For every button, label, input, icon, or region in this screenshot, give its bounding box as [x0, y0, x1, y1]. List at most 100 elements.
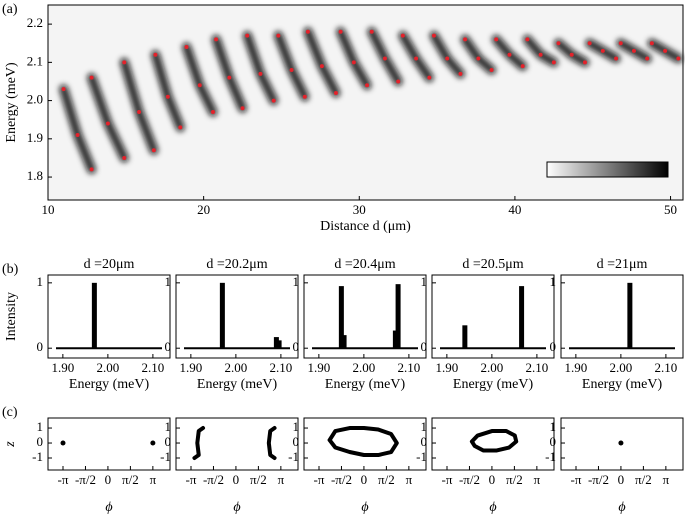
x-tick-label: 2.10 — [526, 360, 549, 375]
peak-point — [614, 56, 619, 61]
peak-point — [676, 56, 681, 61]
peak-point — [458, 71, 463, 76]
peak-point — [178, 125, 183, 130]
peak-point — [184, 45, 189, 50]
panel: -π -π/2 0 π/2 π10-1ϕz(c) — [2, 405, 171, 515]
peak-point — [240, 106, 245, 111]
peak-point — [427, 75, 432, 80]
x-tick-label: π — [663, 472, 670, 487]
plot-frame — [431, 417, 555, 471]
x-tick-label: 1.90 — [179, 360, 202, 375]
peak-point — [289, 68, 294, 72]
panel: 10 20 30 40 50 1.8 1.9 2.0 2.1 2.2 Distance d (μm)… — [2, 2, 684, 234]
bar — [519, 286, 525, 349]
y-tick-label: 0 — [293, 339, 300, 354]
x-tick-label: π — [534, 472, 541, 487]
peak-point — [414, 56, 419, 61]
x-tick-label: 0 — [489, 472, 496, 487]
y-tick-label: 0 — [550, 434, 557, 449]
plot-frame — [47, 4, 684, 201]
x-axis-label: ϕ — [618, 500, 625, 515]
y-tick-label: 1 — [421, 419, 428, 434]
x-tick-label: 1.90 — [307, 360, 330, 375]
peak-point — [338, 29, 343, 34]
y-tick-label: 1.9 — [27, 130, 43, 145]
bar — [273, 337, 279, 349]
point — [60, 440, 66, 446]
x-tick-label: 50 — [664, 202, 677, 217]
trajectory — [192, 426, 206, 461]
panel: -π -π/2 0 π/2 π10-1ϕ — [416, 417, 555, 515]
panel-title: d =20.2μm — [206, 257, 267, 272]
peak-point — [151, 148, 156, 153]
y-axis-label: Energy (meV) — [4, 62, 19, 143]
peak-point — [476, 56, 481, 61]
x-tick-label: π/2 — [250, 472, 267, 487]
plot-frame — [431, 274, 555, 359]
peak-point — [61, 87, 66, 92]
y-tick-label: 1 — [37, 419, 44, 434]
y-tick-label: 0 — [293, 434, 300, 449]
x-tick-label: 1.90 — [564, 360, 587, 375]
y-tick-label: 1 — [37, 274, 44, 289]
panel-title: d =21μm — [597, 257, 648, 272]
peak-point — [302, 94, 307, 99]
y-axis-label: Intensity — [4, 292, 19, 341]
y-tick-label: 0 — [37, 339, 44, 354]
x-tick-label: 2.00 — [480, 360, 503, 375]
peak-point — [663, 48, 668, 53]
panel-title: d =20.5μm — [462, 257, 523, 272]
peak-point — [396, 79, 401, 84]
peak-point — [520, 64, 525, 69]
x-tick-label: -π/2 — [75, 472, 96, 487]
y-tick-label: 1 — [165, 274, 172, 289]
plot-frame — [175, 274, 299, 359]
x-tick-label: -π/2 — [459, 472, 480, 487]
peak-point — [369, 29, 374, 34]
plot-frame — [175, 417, 299, 471]
y-tick-label: 1 — [550, 274, 557, 289]
peak-point — [153, 52, 158, 57]
peak-point — [89, 75, 94, 80]
bar — [395, 284, 401, 349]
plot-frame — [303, 274, 427, 359]
x-tick-label: 2.00 — [224, 360, 247, 375]
panel: -π -π/2 0 π/2 π10-1ϕ — [160, 417, 299, 515]
x-tick-label: 0 — [105, 472, 112, 487]
panel: 1.90 2.00 2.10 0 1 d =21μm Energy (meV) — [550, 257, 684, 392]
panel: -π -π/2 0 π/2 π10-1ϕ — [545, 417, 684, 515]
peak-point — [305, 29, 310, 34]
trajectory — [266, 426, 277, 461]
peak-point — [365, 83, 370, 88]
peak-point — [245, 33, 250, 38]
panel: -π -π/2 0 π/2 π10-1ϕ — [288, 417, 427, 515]
y-axis-label: z — [3, 441, 18, 448]
x-tick-label: 2.00 — [352, 360, 375, 375]
y-tick-label: 0 — [421, 339, 428, 354]
peak-point — [351, 60, 356, 65]
y-tick-label: 1.8 — [27, 168, 43, 183]
peak-point — [333, 90, 338, 95]
x-tick-label: 1.90 — [435, 360, 458, 375]
peak-point — [122, 155, 127, 160]
bar — [627, 282, 633, 349]
bar — [338, 286, 344, 349]
peak-point — [271, 98, 276, 103]
y-tick-label: 1 — [421, 274, 428, 289]
x-tick-label: -π/2 — [203, 472, 224, 487]
plot-frame — [303, 417, 427, 471]
x-tick-label: -π/2 — [331, 472, 352, 487]
panel-title: d =20μm — [84, 257, 135, 272]
bar — [91, 282, 97, 349]
y-tick-label: 0 — [165, 339, 172, 354]
peak-point — [631, 48, 636, 53]
x-tick-label: π — [278, 472, 285, 487]
x-axis-label: ϕ — [361, 500, 368, 515]
plot-frame — [47, 274, 171, 359]
x-tick-label: π/2 — [122, 472, 139, 487]
peak-point — [463, 37, 468, 42]
peak-point — [431, 33, 436, 38]
peak-point — [445, 56, 450, 61]
x-tick-label: -π/2 — [588, 472, 609, 487]
